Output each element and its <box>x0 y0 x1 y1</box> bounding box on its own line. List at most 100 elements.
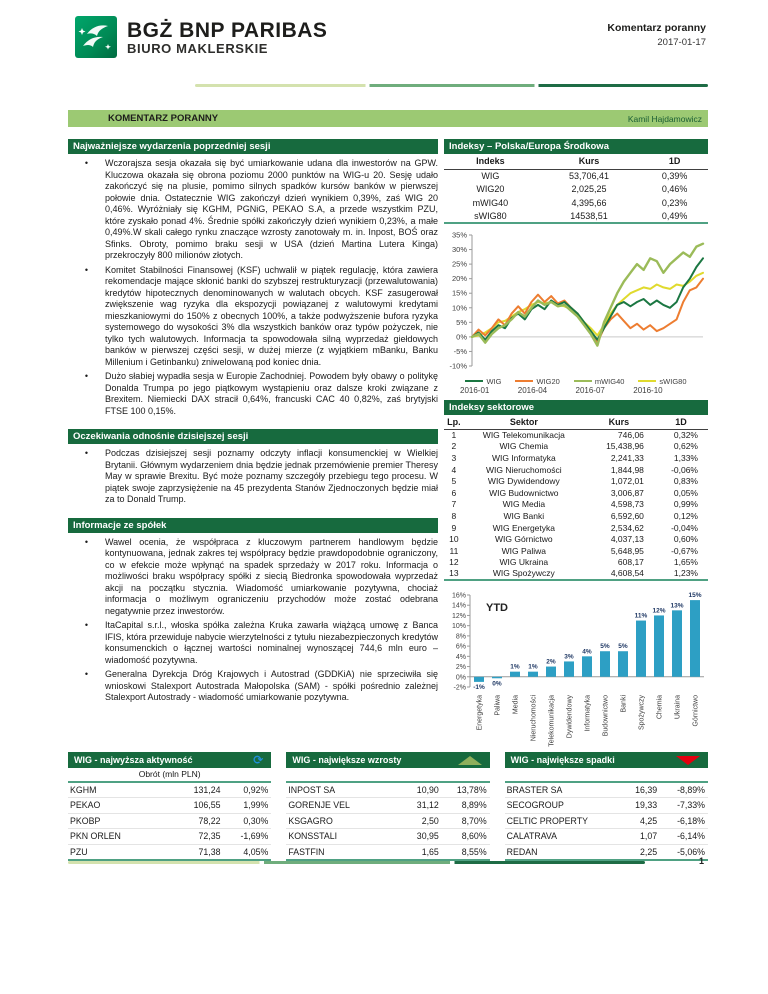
percent-cell: 4,05% <box>243 846 269 857</box>
bar-category-label: Telekomunikacja <box>549 695 556 747</box>
table-cell: 1 <box>451 430 457 441</box>
value-cell: 30,95 <box>375 828 439 845</box>
table-cell: WIG Informatyka <box>491 452 556 463</box>
table-cell: 6 <box>451 487 457 498</box>
table-row: 3 WIG Informatyka 2,241,33 1,33% <box>444 452 708 464</box>
table-cell: 6,592,60 <box>610 510 644 521</box>
ticker-cell: PKN ORLEN <box>68 828 158 845</box>
ticker-cell: GORENJE VEL <box>286 797 376 814</box>
bullet-text: Komitet Stabilności Finansowej (KSF) uch… <box>105 264 438 367</box>
sector-table-title: Indeksy sektorowe <box>444 400 708 415</box>
bar-Chemia <box>654 615 664 677</box>
y-tick-label: 6% <box>456 643 466 650</box>
bar-value-label: 12% <box>652 607 665 614</box>
table-row: REDAN 2,25 -5,06% <box>505 844 708 860</box>
table-cell: WIG Banki <box>503 510 545 521</box>
y-tick-label: -5% <box>454 347 468 356</box>
series-WIG <box>471 257 704 341</box>
y-tick-label: 4% <box>456 654 466 661</box>
ticker-cell: PKOBP <box>68 813 158 829</box>
value-cell: 78,22 <box>157 813 221 829</box>
percent-cell: 8,60% <box>438 828 490 845</box>
table-cell: WIG Paliwa <box>501 545 547 556</box>
table-cell: 53,706,41 <box>569 171 610 181</box>
table-cell: 0,60% <box>673 534 698 545</box>
table-cell: WIG Budownictwo <box>489 487 559 498</box>
table-cell: 3,006,87 <box>610 487 644 498</box>
bullet-text: Wczorajsza sesja okazała się być umiarko… <box>105 158 438 260</box>
percent-cell: -1,69% <box>220 828 272 845</box>
bullet-dot: • <box>84 448 89 458</box>
bar-value-label: 1% <box>528 663 538 670</box>
sector-table: Lp. Sektor Kurs 1D 1 WIG Telekomunikacja 746,0… <box>444 415 708 581</box>
table-row: 11 WIG Paliwa 5,648,95 -0,67% <box>444 545 708 557</box>
table-row: KONSSTALI 30,95 8,60% <box>286 828 490 845</box>
table-cell: 4,037,13 <box>610 534 644 545</box>
percent-cell: -5,06% <box>677 846 705 857</box>
table-cell: 15,438,96 <box>606 441 644 452</box>
percent-cell: -6,18% <box>657 813 708 829</box>
legend-label: WIG20 <box>536 376 560 386</box>
banner-author: Kamil Hajdamowicz <box>627 113 702 124</box>
y-tick-label: 8% <box>456 633 466 640</box>
main-columns: Najważniejsze wydarzenia poprzedniej ses… <box>68 139 708 751</box>
triangle-down-icon <box>675 755 700 765</box>
y-tick-label: 5% <box>456 318 467 327</box>
percent-cell: 0,30% <box>220 813 272 829</box>
ticker-cell: KONSSTALI <box>286 828 376 845</box>
y-tick-label: 2% <box>456 664 466 671</box>
y-tick-label: 12% <box>452 613 466 620</box>
header: BGŻ BNP PARIBAS BIURO MAKLERSKIE <box>75 16 327 58</box>
bottom-table-title: WIG - największe spadki <box>510 755 615 765</box>
table-cell: 4,598,73 <box>610 499 644 510</box>
table-cell: 5 <box>451 476 457 487</box>
table-row: BRASTER SA 16,39 -8,89% <box>504 782 708 798</box>
table-cell: 0,99% <box>673 499 698 510</box>
value-cell: 2,25 <box>640 846 658 857</box>
table-cell: WIG Media <box>502 499 546 510</box>
bar-Media <box>510 671 520 677</box>
right-column: Indeksy – Polska/Europa Środkowa Indeks K… <box>444 139 708 751</box>
table-cell: 2,025,25 <box>571 184 607 195</box>
table-cell: 9 <box>451 522 457 533</box>
legend-swatch <box>515 380 534 382</box>
bar-value-label: 15% <box>688 592 701 599</box>
bar-category-label: Górnictwo <box>693 695 700 727</box>
section-header: Informacje ze spółek <box>68 517 438 533</box>
bnp-birds-icon <box>78 25 111 50</box>
percent-cell: 8,89% <box>438 797 490 814</box>
y-tick-label: 35% <box>452 231 467 240</box>
ticker-cell: CALATRAVA <box>504 828 595 845</box>
table-row: SECOGROUP 19,33 -7,33% <box>504 797 708 814</box>
legend-label: sWIG80 <box>659 376 687 386</box>
value-cell: 131,24 <box>157 782 221 798</box>
sector-table-header-row: Lp. Sektor Kurs 1D <box>444 415 708 430</box>
brand-unit: BIURO MAKLERSKIE <box>127 41 269 57</box>
table-cell: 4,608,54 <box>610 568 644 579</box>
ticker-cell: REDAN <box>506 846 538 857</box>
bar-value-label: 11% <box>635 612 648 619</box>
value-cell: 71,38 <box>198 846 221 857</box>
table-cell: sWIG80 <box>474 210 507 221</box>
table-cell: 13 <box>449 568 459 579</box>
bottom-table-grid: INPOST SA 10,90 13,78% GORENJE VEL 31,12 8,89… <box>286 781 490 861</box>
table-cell: 14538,51 <box>570 210 608 221</box>
page-number: 1 <box>698 856 704 866</box>
column-header: Kurs <box>583 415 654 430</box>
ticker-cell: FASTFIN <box>288 846 325 857</box>
table-cell: 2 <box>451 441 457 452</box>
legend-swatch <box>573 380 592 382</box>
table-cell: 2,241,33 <box>610 452 644 463</box>
table-cell: WIG Spożywczy <box>492 568 555 579</box>
bar-category-label: Media <box>513 695 520 714</box>
bottom-table-2: WIG - największe spadki BRASTER SA 16,39-… <box>504 752 708 861</box>
bottom-table-0: WIG - najwyższa aktywność ⟳ Obrót (mln PLN… <box>68 752 272 861</box>
bullet-text: Dużo słabiej wypadła sesja w Europie Zac… <box>105 371 438 416</box>
bullet-text: Generalna Dyrekcja Dróg Krajowych i Auto… <box>105 669 438 702</box>
bar-category-label: Nieruchomości <box>531 694 538 741</box>
bottom-table-subheader: Obrót (mln PLN) <box>138 769 201 779</box>
section-2: Informacje ze spółek • Wawel ocenia, że ws… <box>68 517 438 704</box>
bottom-tables: WIG - najwyższa aktywność ⟳ Obrót (mln PLN… <box>68 752 708 861</box>
bar-value-label: 13% <box>670 602 683 609</box>
bar-category-label: Spożywczy <box>639 694 646 730</box>
